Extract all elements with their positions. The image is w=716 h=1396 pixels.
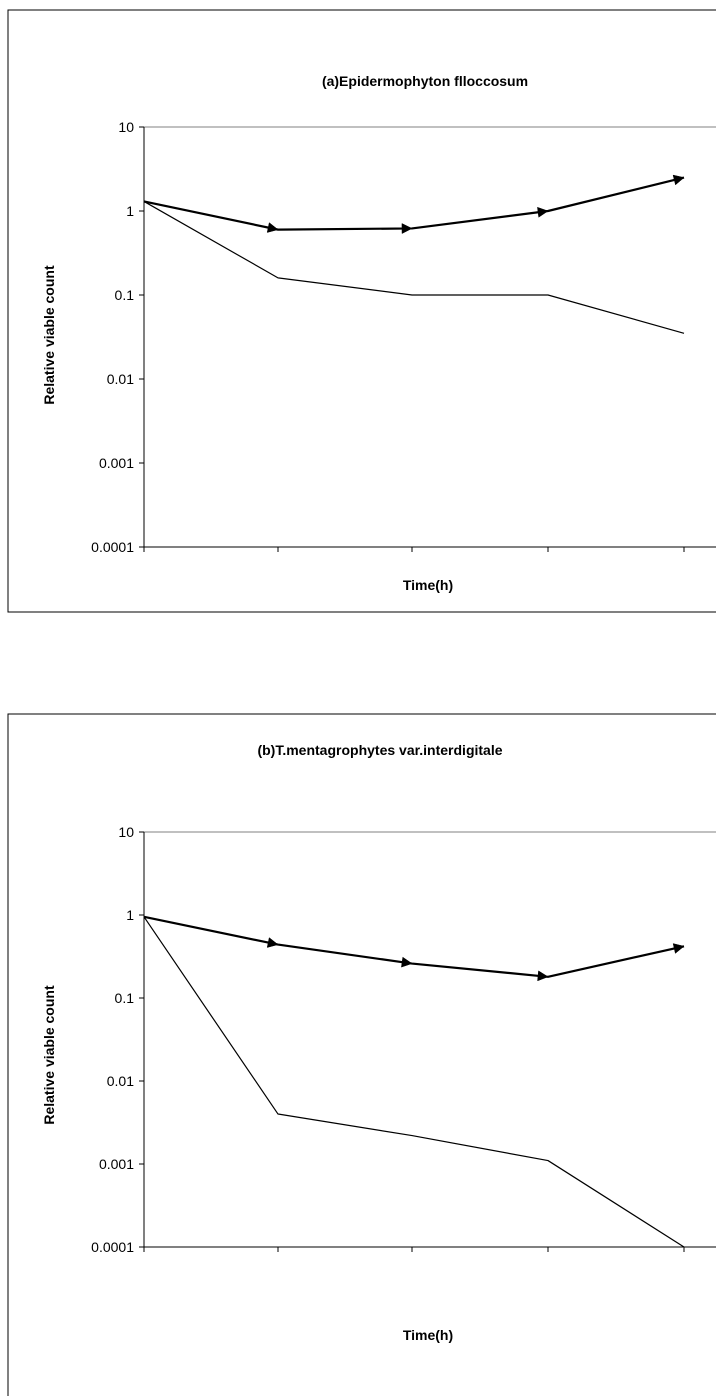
chart-a-series-0-point-4 [672, 174, 685, 186]
chart-b-svg: (b)T.mentagrophytes var.interdigitale Re… [7, 713, 716, 1396]
chart-a-series-0-point-3 [537, 206, 549, 218]
chart-a-series-0-point-1 [266, 222, 279, 233]
chart-a-ytick-label-1: 1 [126, 203, 134, 219]
chart-a-svg: (a)Epidermophyton flloccosum Relative vi… [7, 9, 716, 613]
chart-b-ylabel: Relative viable count [41, 985, 57, 1125]
chart-panel-b: (b)T.mentagrophytes var.interdigitale Re… [0, 710, 716, 1396]
chart-b-ytick-label-1: 1 [126, 907, 134, 923]
chart-a-ytick-label-3: 0.01 [107, 371, 134, 387]
chart-a-ytick-label-0: 10 [118, 119, 134, 135]
chart-a-series-0-line [143, 176, 685, 231]
chart-a-series-1-line [143, 200, 685, 334]
chart-panel-a: (a)Epidermophyton flloccosum Relative vi… [0, 0, 716, 620]
chart-a-ytick-label-4: 0.001 [99, 455, 134, 471]
chart-b-ytick-label-3: 0.01 [107, 1073, 134, 1089]
chart-a-frame [7, 9, 716, 613]
chart-a-plot: 10 1 0.1 0.01 0.001 0.0001 [91, 119, 716, 555]
chart-b-series-0-point-2 [401, 956, 413, 968]
chart-b-ytick-label-4: 0.001 [99, 1156, 134, 1172]
chart-a-xlabel: Time(h) [403, 577, 453, 593]
chart-b-series-0-point-3 [537, 970, 549, 982]
chart-b-frame [7, 713, 716, 1396]
chart-b-series-0-line [143, 915, 685, 978]
chart-b-series-0-point-4 [672, 943, 685, 954]
chart-b-ytick-label-0: 10 [118, 824, 134, 840]
chart-a-ytick-label-5: 0.0001 [91, 539, 134, 555]
chart-a-ytick-label-2: 0.1 [115, 287, 135, 303]
chart-b-ytick-label-5: 0.0001 [91, 1239, 134, 1255]
chart-a-series-0-point-2 [401, 223, 413, 234]
chart-a-ylabel: Relative viable count [41, 265, 57, 405]
chart-b-plot: 10 1 0.1 0.01 0.001 0.0001 [91, 824, 716, 1255]
chart-b-series-1-line [143, 916, 685, 1248]
chart-b-ytick-label-2: 0.1 [115, 990, 135, 1006]
chart-b-series-0-point-1 [266, 937, 279, 948]
chart-b-title: (b)T.mentagrophytes var.interdigitale [257, 742, 502, 758]
chart-b-xlabel: Time(h) [403, 1327, 453, 1343]
chart-a-title: (a)Epidermophyton flloccosum [322, 73, 528, 89]
